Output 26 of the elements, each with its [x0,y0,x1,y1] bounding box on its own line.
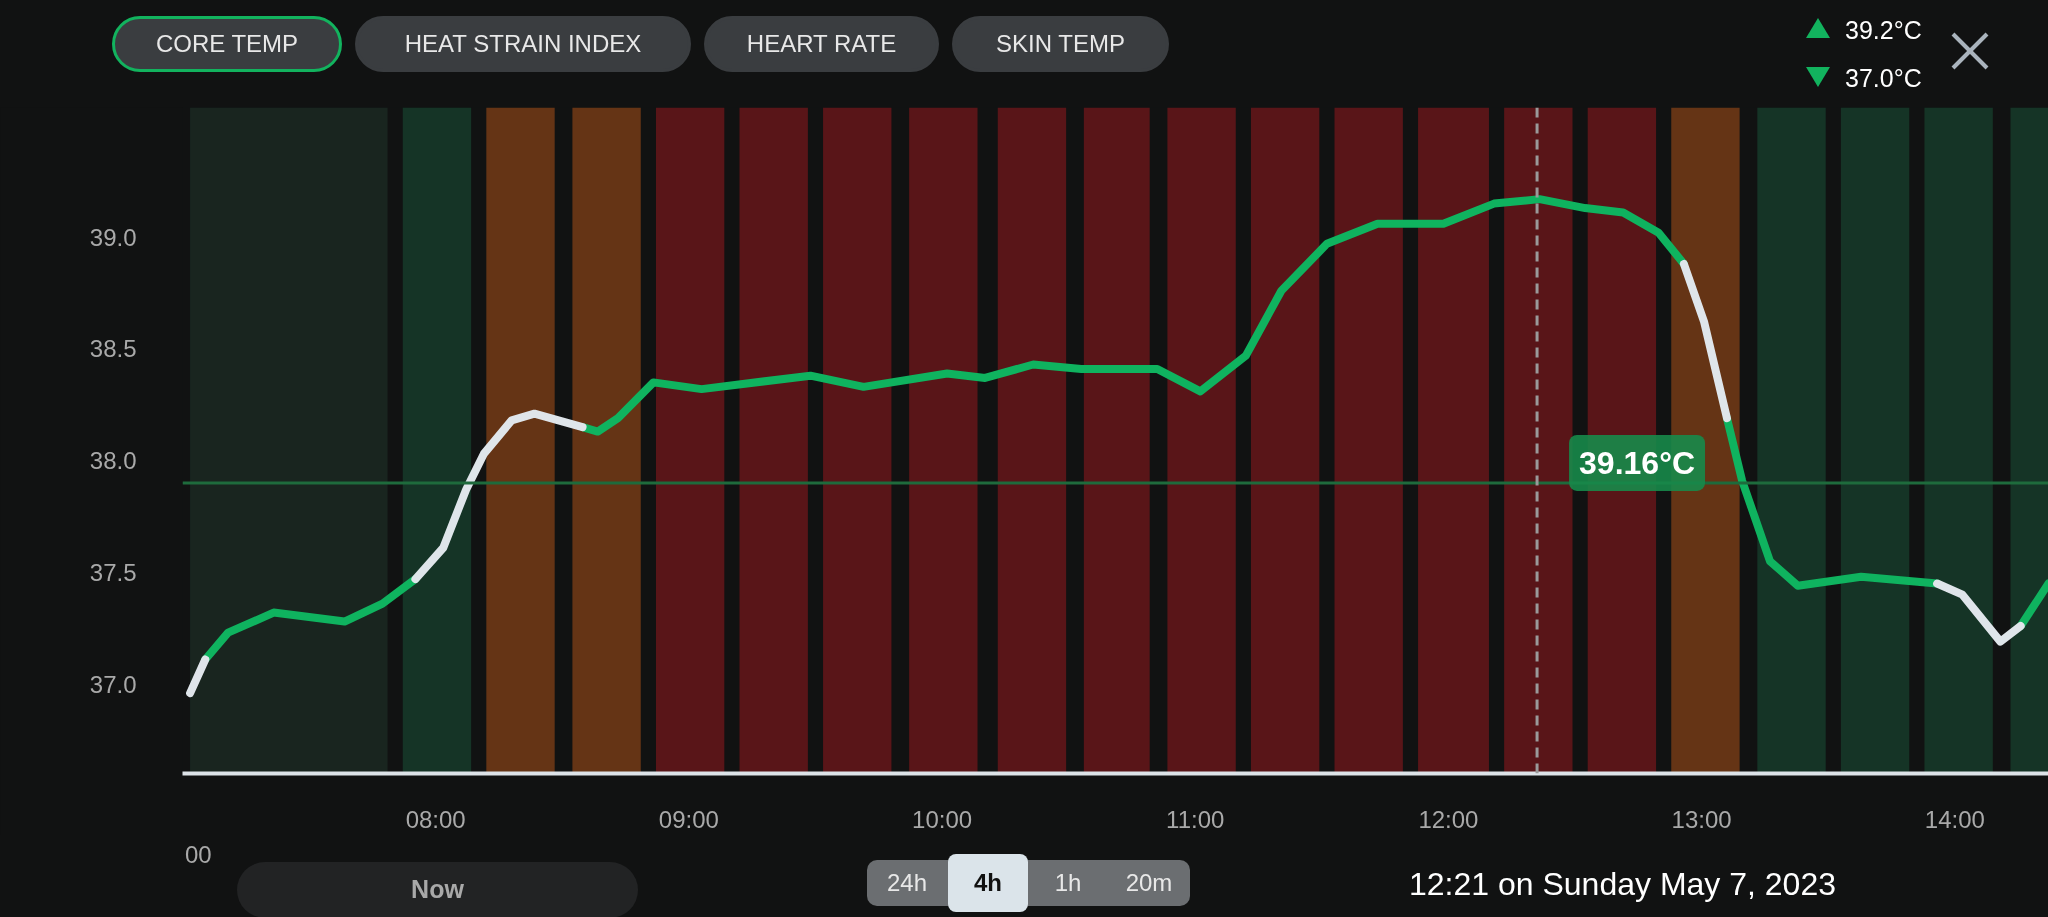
text: HEAT STRAIN INDEX [355,16,691,72]
text: CORE TEMP [112,16,342,72]
x-tick-label: 11:00 [1166,805,1225,833]
text: 00 [185,840,212,870]
x-tick-label: 09:00 [658,805,719,833]
text: HEART RATE [704,16,939,72]
y-tick-label: 37.0 [89,670,137,698]
text: 24h [885,867,928,898]
annotation: 39.16°C [1579,444,1696,481]
text: 1h [1053,867,1083,898]
text: 37.0°C [1845,63,1922,94]
x-tick-label: 10:00 [912,805,973,833]
y-tick-label: 37.5 [89,558,137,586]
y-tick-label: 38.5 [89,335,137,363]
text: 39.2°C [1845,15,1922,46]
y-tick-label: 38.0 [89,447,137,475]
x-tick-label: 08:00 [405,805,466,833]
text: 12:21 on Sunday May 7, 2023 [1408,865,1837,904]
text: SKIN TEMP [952,16,1169,72]
x-tick-label: 14:00 [1924,805,1985,833]
text: 4h [948,854,1028,912]
y-tick-label: 39.0 [89,223,137,251]
text: 20m [1124,867,1174,898]
text: Now [237,862,638,917]
x-tick-label: 13:00 [1671,805,1732,833]
x-tick-label: 12:00 [1418,805,1479,833]
